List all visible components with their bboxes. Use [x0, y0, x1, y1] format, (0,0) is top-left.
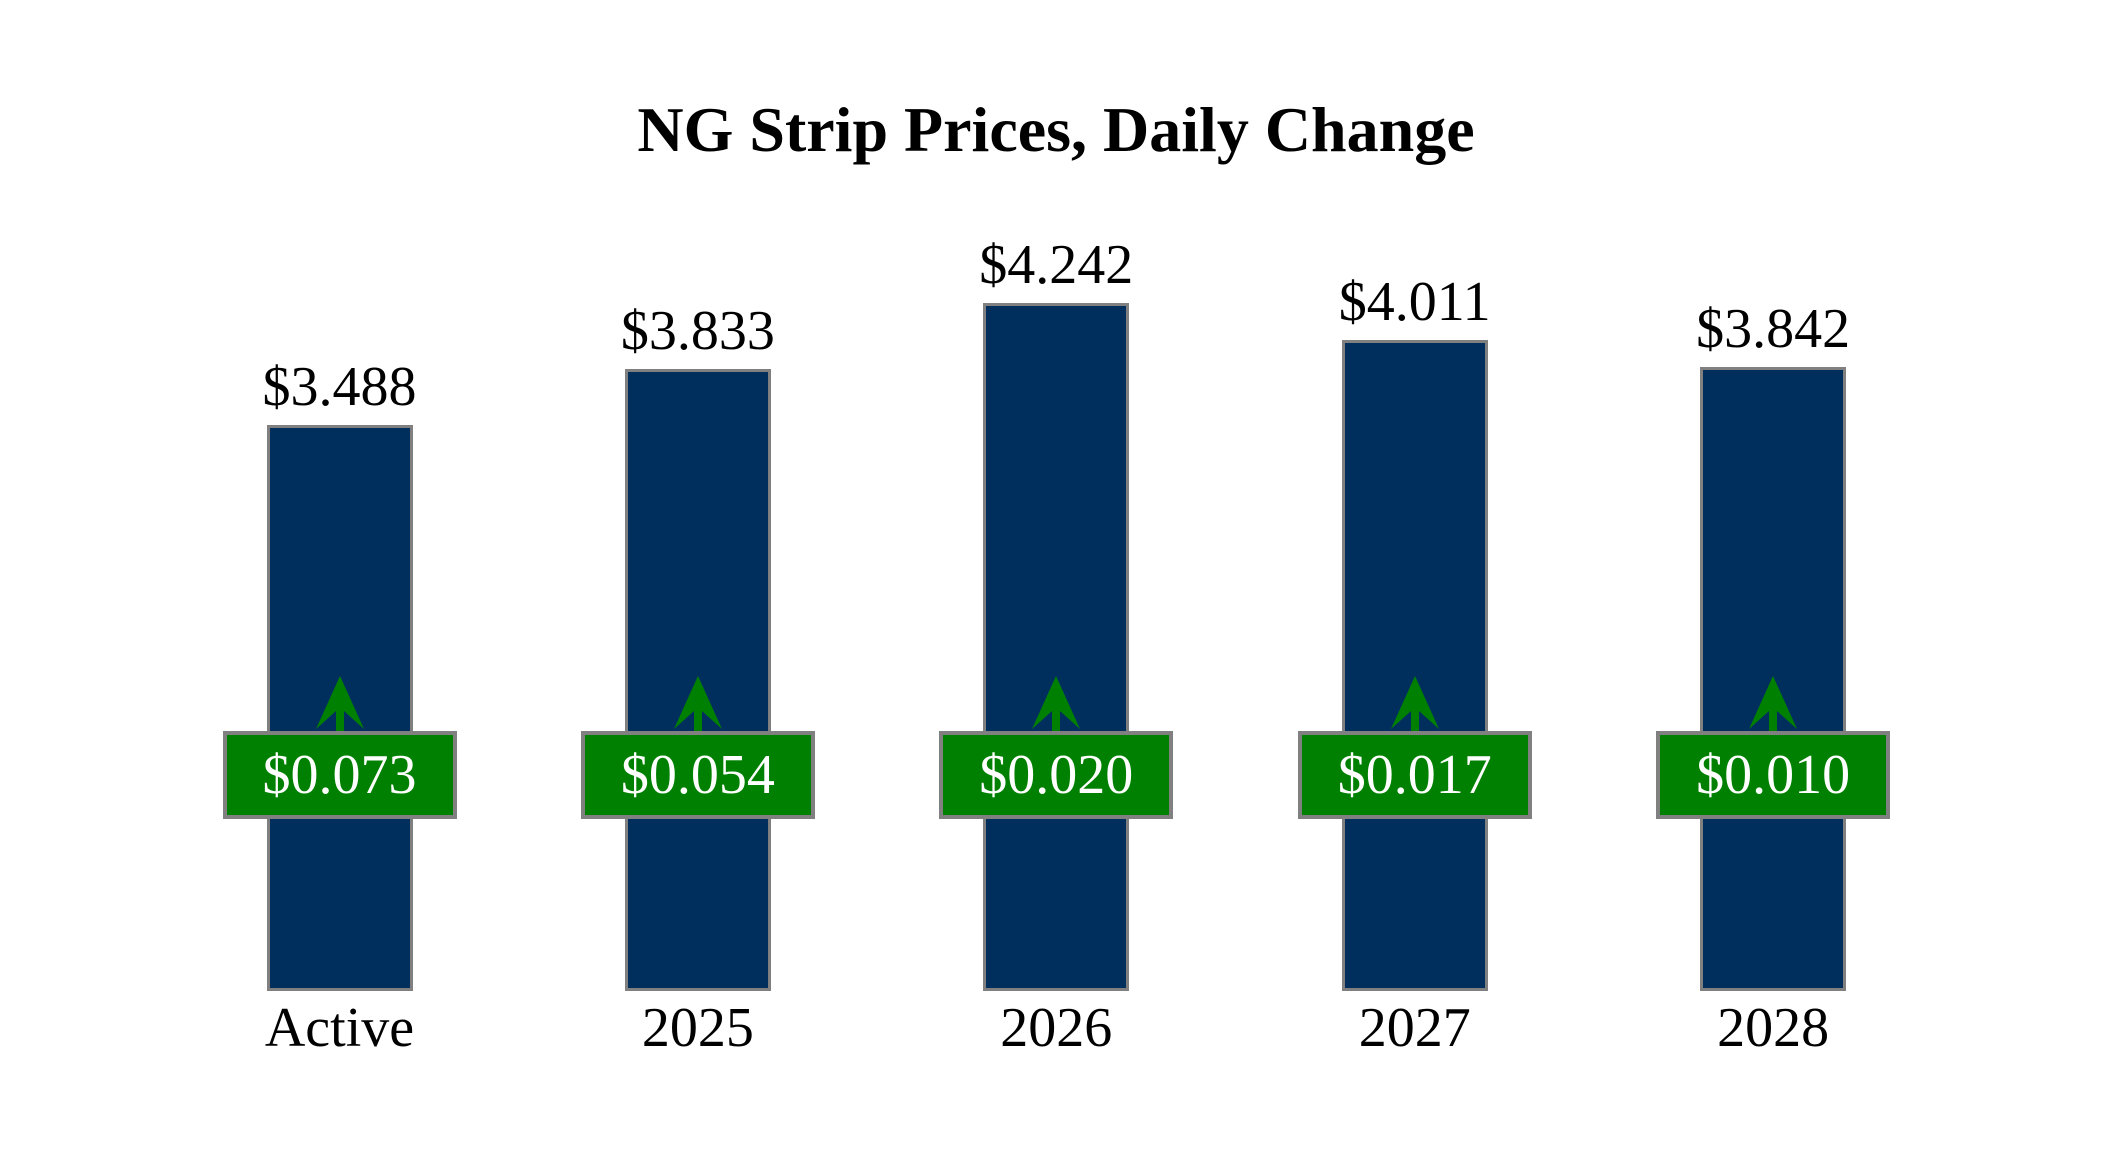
bar-group-active: $3.488 $0.073 Active: [222, 0, 457, 1152]
daily-change-badge: $0.010: [1656, 731, 1891, 819]
daily-change-badge: $0.017: [1297, 731, 1532, 819]
bar-value-label: $3.833: [620, 300, 775, 362]
daily-change-badge: $0.073: [222, 731, 457, 819]
chart-title: NG Strip Prices, Daily Change: [637, 94, 1475, 165]
bar-group-2026: $4.242 $0.020 2026: [939, 0, 1174, 1152]
bar-value-label: $3.488: [262, 356, 417, 418]
category-label: 2026: [1000, 997, 1113, 1059]
bar-group-2028: $3.842 $0.010 2028: [1656, 0, 1891, 1152]
category-label: Active: [264, 997, 415, 1059]
bar: [1341, 340, 1488, 991]
up-arrow-icon: [673, 676, 722, 734]
up-arrow-icon: [1390, 676, 1439, 734]
up-arrow-icon: [1749, 676, 1798, 734]
daily-change-value: $0.017: [1337, 744, 1492, 806]
daily-change-badge: $0.054: [580, 731, 815, 819]
daily-change-value: $0.073: [262, 744, 417, 806]
daily-change-badge: $0.020: [939, 731, 1174, 819]
bar: [983, 303, 1130, 991]
bar-value-label: $3.842: [1696, 298, 1851, 360]
category-label: 2025: [641, 997, 754, 1059]
bar-group-2025: $3.833 $0.054 2025: [580, 0, 815, 1152]
bar-group-2027: $4.011 $0.017 2027: [1297, 0, 1532, 1152]
up-arrow-icon: [1032, 676, 1081, 734]
bar-value-label: $4.011: [1338, 271, 1491, 333]
category-label: 2027: [1358, 997, 1471, 1059]
bar-value-label: $4.242: [979, 234, 1134, 296]
up-arrow-icon: [315, 676, 364, 734]
daily-change-value: $0.020: [979, 744, 1134, 806]
category-label: 2028: [1717, 997, 1830, 1059]
daily-change-value: $0.054: [620, 744, 775, 806]
daily-change-value: $0.010: [1696, 744, 1851, 806]
